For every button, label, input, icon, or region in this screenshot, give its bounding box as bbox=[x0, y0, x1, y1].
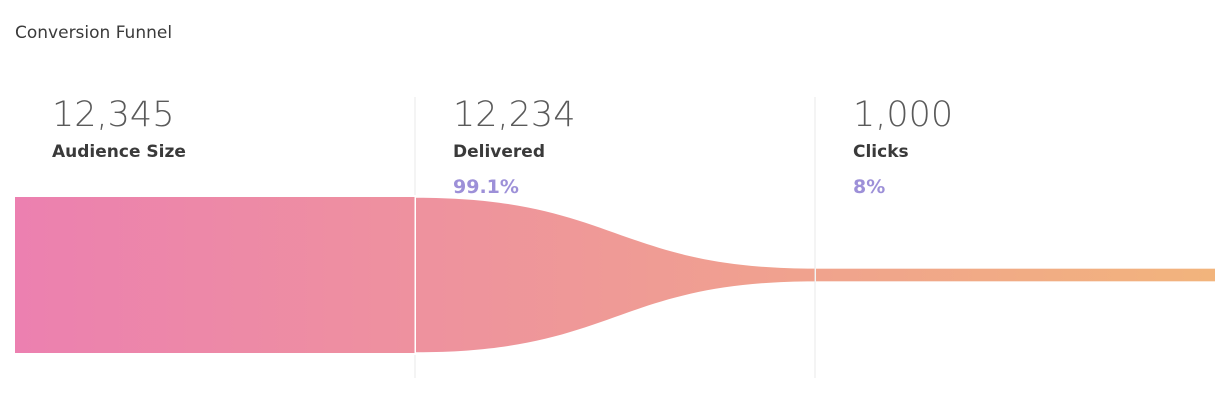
stage-value: 12,234 bbox=[453, 95, 575, 135]
stage-label: Clicks bbox=[853, 142, 909, 162]
stage-value: 12,345 bbox=[52, 95, 174, 135]
stage-label: Delivered bbox=[453, 142, 545, 162]
stage-percentage: 99.1% bbox=[453, 176, 519, 198]
funnel-segment bbox=[416, 197, 815, 353]
funnel-segment bbox=[816, 268, 1215, 282]
stage-label: Audience Size bbox=[52, 142, 186, 162]
funnel-segment bbox=[15, 197, 415, 353]
stage-percentage: 8% bbox=[853, 176, 885, 198]
stage-value: 1,000 bbox=[853, 95, 953, 135]
chart-title: Conversion Funnel bbox=[15, 23, 172, 43]
